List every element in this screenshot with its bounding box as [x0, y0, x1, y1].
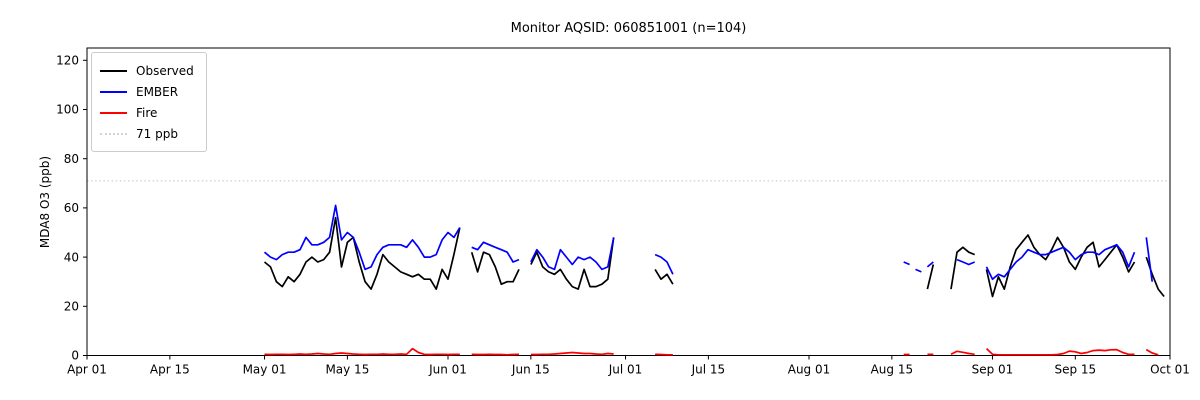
y-tick-label: 0: [71, 349, 79, 363]
x-tick-label: Sep 15: [1054, 363, 1096, 377]
x-axis: Apr 01 Apr 15 May 01 May 15 Jun 01 Jun 15 Jul …: [67, 355, 1190, 377]
y-tick-label: 100: [56, 103, 79, 117]
legend-item-71-ppb: 71 ppb: [100, 123, 194, 144]
x-tick-label: Jul 01: [608, 363, 643, 377]
legend-line-sample: [100, 132, 127, 135]
x-tick-label: Sep 01: [972, 363, 1014, 377]
y-tick-label: 80: [64, 152, 79, 166]
x-tick-label: Aug 01: [788, 363, 831, 377]
y-tick-label: 120: [56, 54, 79, 68]
x-tick-label: Aug 15: [871, 363, 914, 377]
chart-title: Monitor AQSID: 060851001 (n=104): [510, 21, 747, 36]
y-axis: 0 20 40 60 80 100 120: [56, 54, 87, 363]
legend-label: Fire: [136, 105, 158, 120]
legend-item-fire: Fire: [100, 102, 194, 123]
x-tick-label: Apr 15: [150, 363, 190, 377]
legend-line-sample: [100, 69, 127, 72]
x-tick-label: May 01: [243, 363, 287, 377]
x-tick-label: Jun 01: [428, 363, 467, 377]
legend-item-observed: Observed: [100, 60, 194, 81]
legend-line-sample: [100, 90, 127, 93]
plot-border: [86, 47, 1171, 356]
legend-label: 71 ppb: [136, 126, 178, 141]
legend-line-sample: [100, 111, 127, 114]
legend: Observed EMBER Fire 71 ppb: [91, 52, 207, 152]
y-tick-label: 60: [64, 201, 79, 215]
legend-label: EMBER: [136, 84, 179, 99]
legend-item-ember: EMBER: [100, 81, 194, 102]
x-tick-label: Jul 15: [691, 363, 726, 377]
x-tick-label: May 15: [325, 363, 369, 377]
x-tick-label: Oct 01: [1150, 363, 1190, 377]
legend-label: Observed: [136, 63, 194, 78]
series-observed-line: [263, 216, 1165, 298]
series-ember-line: [263, 204, 1154, 282]
y-tick-label: 20: [64, 300, 79, 314]
x-tick-label: Jun 15: [511, 363, 550, 377]
x-tick-label: Apr 01: [67, 363, 107, 377]
y-tick-label: 40: [64, 250, 79, 264]
series-fire-line: [264, 347, 1159, 356]
